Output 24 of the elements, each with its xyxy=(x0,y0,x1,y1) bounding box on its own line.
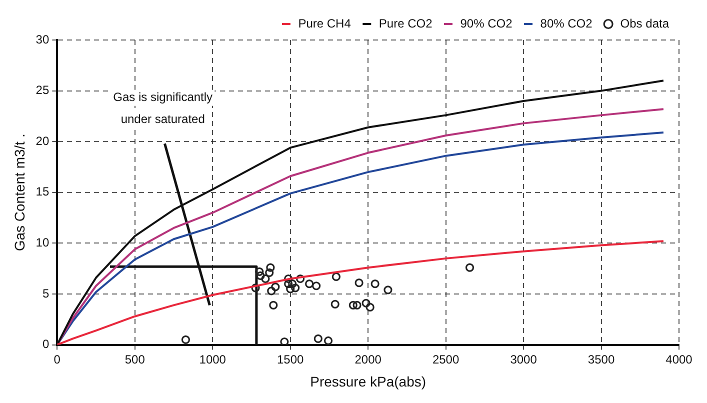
x-tick-label: 1500 xyxy=(276,352,304,366)
legend-label: Obs data xyxy=(620,16,670,30)
legend-label: 80% CO2 xyxy=(540,16,593,30)
x-tick-label: 3500 xyxy=(588,352,615,366)
y-axis-title: Gas Content m3/t . xyxy=(11,134,28,252)
x-tick-label: 0 xyxy=(54,352,61,366)
y-tick-label: 20 xyxy=(36,134,50,148)
y-tick-label: 10 xyxy=(36,236,50,250)
x-tick-label: 1000 xyxy=(199,352,226,366)
legend-label: Pure CO2 xyxy=(378,16,433,30)
x-tick-label: 2500 xyxy=(432,352,460,366)
x-tick-label: 4000 xyxy=(666,352,693,366)
y-tick-label: 15 xyxy=(36,184,50,199)
legend-label: 90% CO2 xyxy=(460,16,513,30)
x-tick-label: 500 xyxy=(124,352,146,366)
y-tick-label: 5 xyxy=(42,286,50,300)
x-tick-label: 3000 xyxy=(510,352,538,366)
legend-label: Pure CH4 xyxy=(298,16,352,30)
y-tick-label: 0 xyxy=(42,337,50,352)
x-tick-label: 2000 xyxy=(354,352,382,366)
x-axis-title: Pressure kPa(abs) xyxy=(310,373,426,390)
y-tick-label: 30 xyxy=(36,32,50,46)
y-tick-label: 25 xyxy=(36,83,50,98)
annotation: Gas is significantly under saturated xyxy=(113,90,213,126)
